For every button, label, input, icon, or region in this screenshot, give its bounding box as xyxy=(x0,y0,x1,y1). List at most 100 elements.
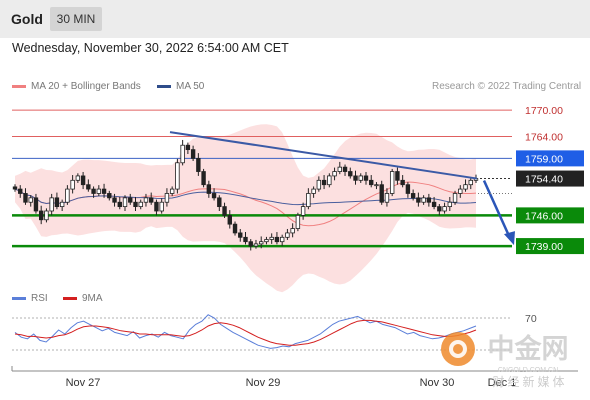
legend-ma50: MA 50 xyxy=(157,81,204,92)
candle-down xyxy=(416,197,421,203)
candle-up xyxy=(389,171,395,194)
ma50-line xyxy=(14,188,477,206)
candle-down xyxy=(107,193,112,199)
candle-up xyxy=(300,206,306,216)
candle-up xyxy=(452,193,458,203)
legend-ma50-label: MA 50 xyxy=(176,81,205,92)
candle-down xyxy=(86,184,91,190)
candle-down xyxy=(353,175,358,181)
resistance-trendline xyxy=(169,131,478,180)
rsi-swatch xyxy=(12,297,26,300)
bollinger-swatch xyxy=(12,85,26,88)
candle-up xyxy=(468,179,473,186)
x-axis: Nov 27 Nov 29 Nov 30 Dec 1 xyxy=(11,366,578,389)
level-1759-00-box xyxy=(516,150,584,167)
candle-up xyxy=(306,193,311,208)
candle-up xyxy=(138,201,143,208)
candle-up xyxy=(447,201,453,208)
candle-down xyxy=(185,144,191,151)
candle-down xyxy=(222,206,227,216)
candle-down xyxy=(395,171,400,181)
chart-overlays xyxy=(169,131,515,246)
legend-9ma-label: 9MA xyxy=(82,293,103,304)
candle-up xyxy=(28,197,33,203)
candle-up xyxy=(327,175,332,186)
legend-9ma: 9MA xyxy=(63,293,103,304)
candle-down xyxy=(274,236,280,243)
datetime-label: Wednesday, November 30, 2022 6:54:00 AM … xyxy=(12,41,289,55)
instrument-title: Gold xyxy=(11,11,43,27)
candle-down xyxy=(400,179,405,186)
candle-up xyxy=(75,175,81,181)
candle-down xyxy=(431,201,437,208)
timeframe-tab[interactable]: 30 MIN xyxy=(50,7,102,31)
legend-bollinger-label: MA 20 + Bollinger Bands xyxy=(31,81,141,92)
legend-rsi: RSI xyxy=(12,293,48,304)
candle-down xyxy=(227,214,232,225)
rsi-70-label: 70 xyxy=(525,313,537,325)
x-tick-label: Dec 1 xyxy=(488,377,517,389)
candle-down xyxy=(154,201,159,212)
candle-down xyxy=(217,197,222,208)
candle-down xyxy=(54,197,60,208)
rsi-panel: 70 xyxy=(12,313,537,351)
candle-down xyxy=(405,184,411,194)
projection-arrow-shaft xyxy=(482,180,512,239)
candle-down xyxy=(321,179,327,186)
candle-down xyxy=(426,197,432,203)
level-1739-00-label: 1739.00 xyxy=(525,241,563,253)
candle-down xyxy=(117,201,122,208)
level-1739-00-box xyxy=(516,238,584,255)
candle-down xyxy=(363,175,369,181)
candle-up xyxy=(259,241,264,245)
candle-down xyxy=(38,210,44,221)
candle-up xyxy=(122,197,128,208)
ma9-swatch xyxy=(63,297,77,300)
candle-up xyxy=(253,243,259,247)
candle-up xyxy=(175,162,180,190)
price-levels: 1770.00 1764.00 1759.00 1754.40 1746.00 1739.… xyxy=(12,105,584,255)
candle-up xyxy=(421,197,426,203)
candle-down xyxy=(12,186,18,190)
bollinger-band-area xyxy=(15,124,476,293)
candle-down xyxy=(201,171,206,186)
ma50-swatch xyxy=(157,85,171,88)
candle-up xyxy=(285,232,290,238)
candle-up xyxy=(295,214,301,229)
candle-down xyxy=(211,193,217,199)
candle-up xyxy=(458,188,463,194)
level-1759-00-label: 1759.00 xyxy=(525,153,563,165)
level-1746-00-box xyxy=(516,207,584,224)
candle-down xyxy=(379,184,384,203)
x-tick-label: Nov 30 xyxy=(420,377,455,389)
watermark-brand: 中金网 xyxy=(488,333,569,364)
candle-up xyxy=(70,179,75,190)
candle-down xyxy=(149,197,154,203)
x-tick-label: Nov 27 xyxy=(66,377,101,389)
candle-up xyxy=(143,197,149,203)
candle-down xyxy=(91,188,96,194)
candle-down xyxy=(232,223,238,234)
candle-up xyxy=(159,201,164,212)
bollinger-bands xyxy=(14,124,477,293)
candle-down xyxy=(23,193,28,203)
level-1754-40-label: 1754.40 xyxy=(525,174,563,186)
level-1770-00-label: 1770.00 xyxy=(525,105,563,117)
candle-up xyxy=(384,193,390,203)
candle-up xyxy=(279,236,285,243)
candle-down xyxy=(80,175,86,186)
candle-down xyxy=(112,197,117,203)
projection-arrow-head xyxy=(504,231,515,246)
candle-down xyxy=(101,188,107,194)
candle-up xyxy=(180,144,185,164)
legend-bollinger: MA 20 + Bollinger Bands xyxy=(12,81,141,92)
level-1754-40-box xyxy=(516,170,584,187)
candle-down xyxy=(18,188,23,194)
candle-up xyxy=(442,206,447,212)
level-1746-00-label: 1746.00 xyxy=(525,210,563,222)
candle-down xyxy=(369,179,374,186)
watermark-logo-dot xyxy=(453,344,463,354)
candle-up xyxy=(164,193,170,203)
candle-down xyxy=(238,232,243,238)
